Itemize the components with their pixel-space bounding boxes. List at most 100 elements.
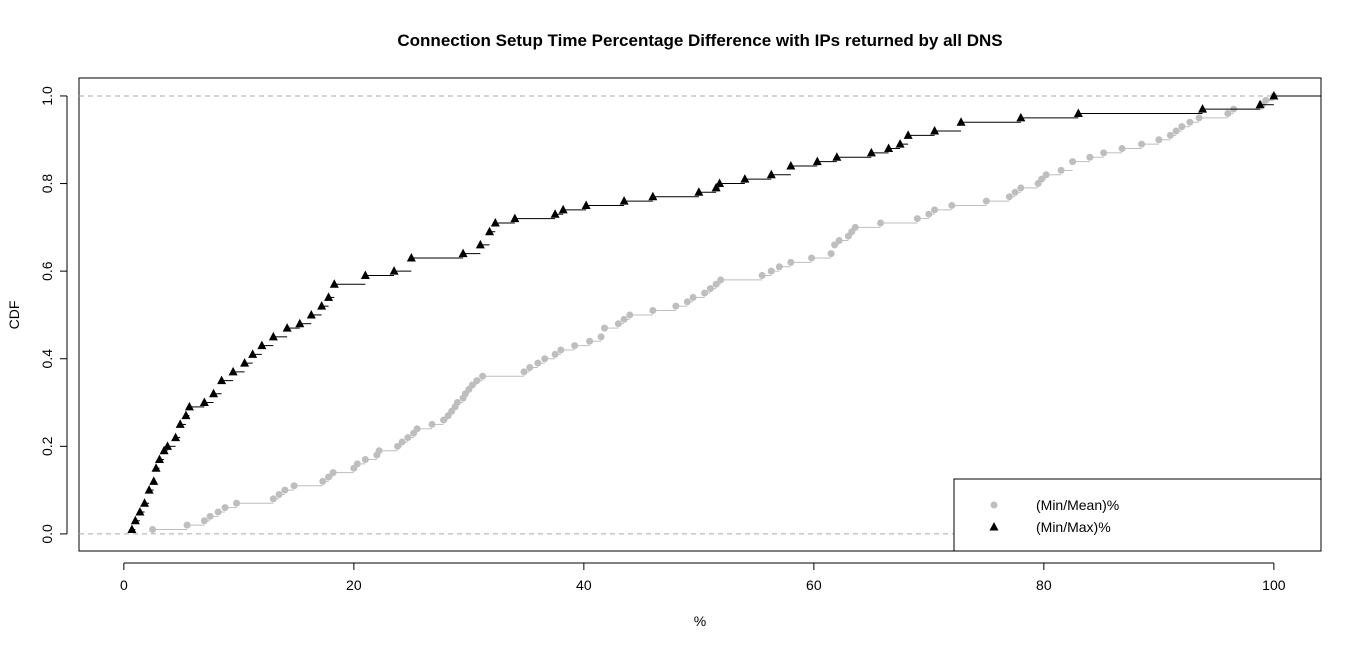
data-point [715, 178, 725, 188]
data-point [851, 223, 859, 231]
x-tick-label: 60 [806, 577, 822, 593]
data-point [827, 250, 835, 258]
data-point [1178, 123, 1186, 131]
data-point [1138, 140, 1146, 148]
data-point [581, 200, 591, 209]
data-point [701, 289, 709, 297]
data-point [324, 292, 334, 301]
data-point [319, 477, 327, 485]
data-point [956, 117, 966, 126]
legend-marker [990, 501, 998, 509]
data-point [648, 191, 658, 201]
data-point [1005, 193, 1013, 201]
data-point [184, 401, 194, 411]
data-point [877, 219, 885, 227]
data-point [475, 239, 485, 249]
data-point [406, 253, 416, 262]
data-point [233, 499, 241, 507]
data-point [485, 226, 495, 236]
data-point [228, 366, 238, 376]
x-tick-label: 0 [120, 577, 128, 593]
data-point [601, 324, 609, 332]
data-point [931, 206, 939, 214]
data-point [163, 441, 173, 450]
y-tick-label: 0.4 [39, 349, 55, 369]
data-point [183, 521, 191, 529]
data-point [281, 486, 289, 494]
data-point [626, 311, 634, 319]
data-point [1017, 184, 1025, 192]
data-point [1198, 104, 1208, 113]
data-point [404, 434, 412, 442]
data-point [689, 293, 697, 301]
data-point [1011, 188, 1019, 196]
y-tick-label: 0.0 [39, 524, 55, 544]
data-point [1224, 109, 1232, 117]
data-point [240, 358, 250, 367]
data-point [683, 298, 691, 306]
data-point [982, 197, 990, 205]
data-point [209, 388, 219, 398]
x-tick-label: 100 [1262, 577, 1286, 593]
data-point [620, 315, 628, 323]
data-point [740, 174, 750, 183]
data-point [257, 340, 267, 350]
data-point [175, 419, 185, 428]
data-point [398, 438, 406, 446]
data-point [649, 307, 657, 315]
data-point [171, 432, 181, 442]
data-point [290, 482, 298, 490]
data-point [269, 495, 277, 503]
data-point [787, 258, 795, 266]
data-point [155, 454, 164, 463]
data-point [490, 217, 500, 227]
data-point [151, 463, 161, 472]
data-point [775, 263, 783, 271]
data-point [428, 420, 436, 428]
data-point [571, 342, 579, 350]
data-point [812, 156, 822, 166]
legend-label: (Min/Max)% [1036, 519, 1111, 535]
data-point [413, 425, 421, 433]
data-point [389, 266, 399, 275]
data-point [1038, 175, 1046, 183]
data-point [135, 507, 145, 516]
data-point [520, 368, 528, 376]
data-point [199, 397, 209, 407]
data-point [831, 241, 839, 249]
data-point [510, 213, 520, 223]
data-point [214, 508, 222, 516]
data-point [711, 182, 721, 192]
data-point [895, 139, 905, 148]
data-point [306, 309, 316, 319]
data-point [1195, 114, 1203, 122]
data-point [1172, 127, 1180, 135]
data-point [551, 350, 559, 358]
data-point [317, 301, 327, 310]
data-point [1186, 118, 1194, 126]
data-point [1100, 149, 1108, 157]
data-point [903, 130, 913, 139]
data-point [712, 280, 720, 288]
data-point [479, 372, 487, 380]
data-point [181, 410, 191, 420]
data-point [149, 476, 159, 485]
data-point [786, 161, 796, 170]
data-point [440, 416, 448, 424]
data-point [717, 276, 725, 284]
data-point [1057, 166, 1065, 174]
data-point [913, 215, 921, 223]
data-point [248, 349, 258, 358]
data-point [275, 491, 283, 499]
chart-title: Connection Setup Time Percentage Differe… [397, 31, 1002, 50]
data-point [884, 143, 894, 153]
data-point [200, 517, 208, 525]
y-tick-label: 0.8 [39, 174, 55, 194]
data-point [925, 210, 933, 218]
data-point [149, 526, 157, 534]
data-point [473, 377, 481, 385]
data-point [586, 337, 594, 345]
data-point [295, 318, 305, 328]
data-point [694, 187, 704, 196]
data-point [206, 512, 214, 520]
